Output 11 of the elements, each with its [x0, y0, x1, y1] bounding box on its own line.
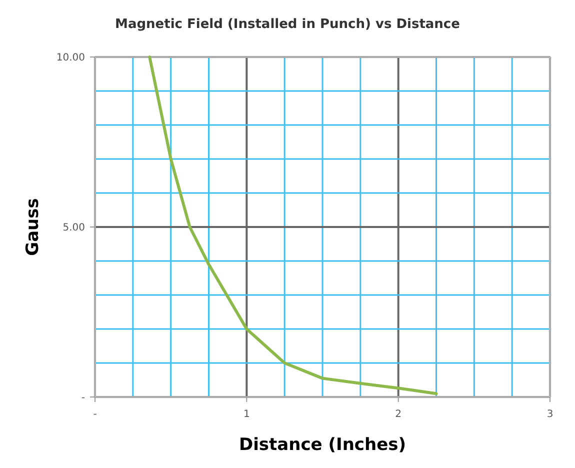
x-tick-label: 1 — [243, 409, 250, 420]
x-tick-label: 3 — [546, 409, 554, 420]
y-axis-title: Gauss — [23, 198, 43, 256]
y-tick-label: 10.00 — [56, 52, 85, 64]
x-axis-title: Distance (Inches) — [238, 435, 406, 455]
line-series — [148, 56, 438, 396]
chart-title: Magnetic Field (Installed in Punch) vs Distance — [115, 17, 460, 32]
y-tick-label: - — [81, 392, 86, 404]
x-tick-label: 2 — [395, 409, 402, 420]
x-tick-label: - — [93, 409, 98, 420]
y-tick-label: 5.00 — [62, 222, 85, 234]
